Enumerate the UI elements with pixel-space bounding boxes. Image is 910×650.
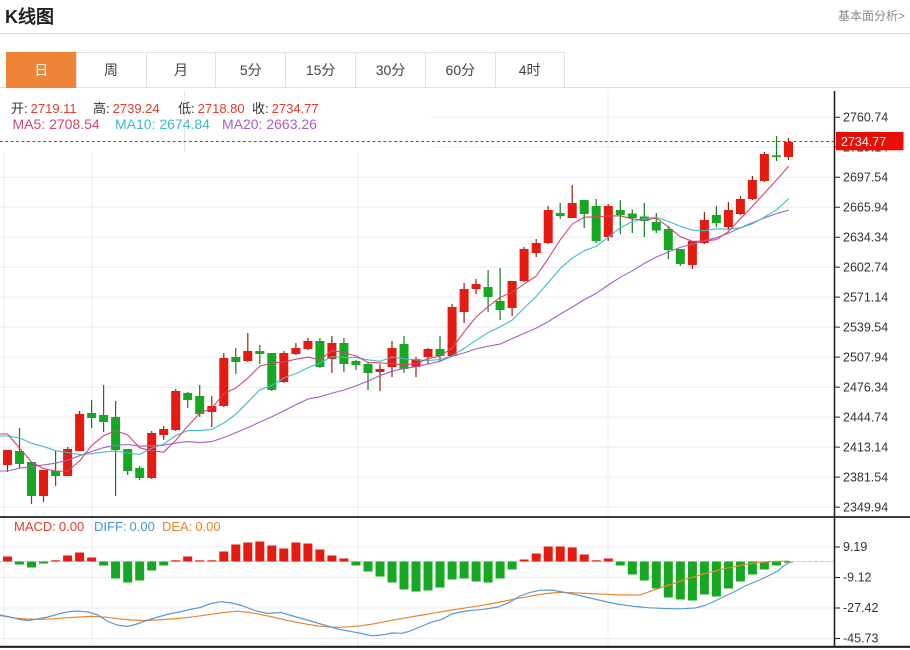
svg-text:2602.74: 2602.74 <box>843 260 888 274</box>
svg-text:2476.34: 2476.34 <box>843 380 888 394</box>
svg-text:2349.94: 2349.94 <box>843 500 888 514</box>
svg-text:2760.74: 2760.74 <box>843 110 888 124</box>
svg-text:2697.54: 2697.54 <box>843 170 888 184</box>
svg-text:2413.14: 2413.14 <box>843 440 888 454</box>
svg-text:-9.12: -9.12 <box>843 571 872 585</box>
svg-text:2539.54: 2539.54 <box>843 320 888 334</box>
svg-text:2665.94: 2665.94 <box>843 200 888 214</box>
svg-text:2381.54: 2381.54 <box>843 470 888 484</box>
svg-text:2634.34: 2634.34 <box>843 230 888 244</box>
svg-text:9.19: 9.19 <box>843 540 867 554</box>
svg-text:-27.42: -27.42 <box>843 601 878 615</box>
svg-text:2734.77: 2734.77 <box>841 135 886 149</box>
svg-text:2507.94: 2507.94 <box>843 350 888 364</box>
svg-text:2571.14: 2571.14 <box>843 290 888 304</box>
svg-text:-45.73: -45.73 <box>843 632 878 646</box>
svg-text:2444.74: 2444.74 <box>843 410 888 424</box>
